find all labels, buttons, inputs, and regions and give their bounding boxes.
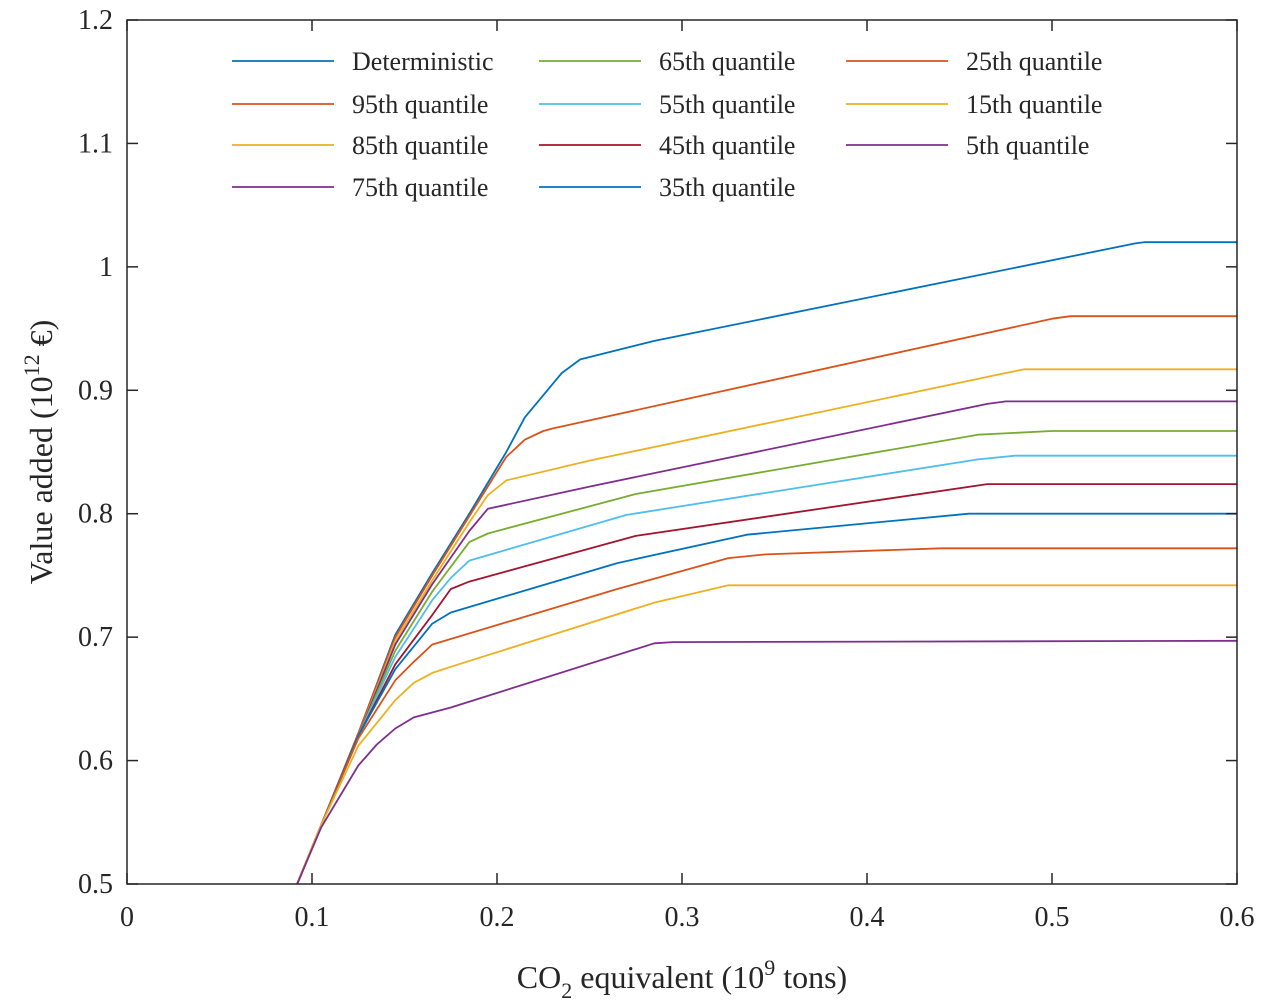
y-tick-label: 1.2	[78, 5, 113, 36]
legend: Deterministic 95th quantile 85th quantile 7…	[232, 47, 1102, 202]
x-tick-label: 0.3	[665, 902, 700, 933]
legend-label: 85th quantile	[352, 131, 488, 160]
y-axis-title: Value added (1012 €)	[19, 320, 59, 585]
x-axis-title-subscript: 2	[561, 978, 572, 1001]
x-axis-title-superscript: 9	[764, 955, 775, 980]
series-line-11	[296, 639, 1238, 885]
legend-label: 45th quantile	[659, 131, 795, 160]
legend-label: 15th quantile	[966, 90, 1102, 119]
y-tick-label: 1.1	[78, 128, 113, 159]
legend-label: 5th quantile	[966, 131, 1089, 160]
x-tick-label: 0.6	[1220, 902, 1255, 933]
series-layer	[296, 241, 1238, 885]
x-tick-label: 0.4	[850, 902, 885, 933]
x-tick-label: 0.2	[480, 902, 515, 933]
x-tick-label: 0.1	[295, 902, 330, 933]
legend-label: 95th quantile	[352, 90, 488, 119]
y-tick-label: 0.7	[78, 622, 113, 653]
series-line-2	[296, 315, 1237, 885]
x-axis-title: CO2 equivalent (109 tons)	[517, 955, 847, 1001]
x-axis-title-prefix: CO	[517, 959, 561, 995]
legend-label: 75th quantile	[352, 173, 488, 202]
legend-label: Deterministic	[352, 47, 494, 76]
y-axis-title-prefix: Value added (10	[23, 376, 59, 584]
x-axis-title-middle: equivalent (10	[572, 959, 764, 995]
ticks-layer: 0 0.1 0.2 0.3 0.4 0.5 0.6 0.5 0.6 0.7 0.8 0.9 1 1.1 1.…	[78, 5, 1255, 933]
y-tick-label: 0.6	[78, 746, 113, 777]
x-tick-label: 0	[120, 902, 134, 933]
y-tick-label: 0.5	[78, 869, 113, 900]
legend-label: 25th quantile	[966, 47, 1102, 76]
legend-label: 55th quantile	[659, 90, 795, 119]
legend-label: 65th quantile	[659, 47, 795, 76]
series-line-9	[296, 547, 1237, 885]
y-axis-title-superscript: 12	[19, 354, 44, 376]
y-tick-label: 1	[99, 252, 113, 283]
series-line-10	[296, 584, 1237, 885]
y-axis-title-suffix: €)	[23, 320, 59, 355]
legend-label: 35th quantile	[659, 173, 795, 202]
y-tick-label: 0.9	[78, 375, 113, 406]
plot-area	[127, 20, 1237, 884]
x-axis-title-suffix: tons)	[775, 959, 847, 995]
x-tick-label: 0.5	[1035, 902, 1070, 933]
y-tick-label: 0.8	[78, 499, 113, 530]
